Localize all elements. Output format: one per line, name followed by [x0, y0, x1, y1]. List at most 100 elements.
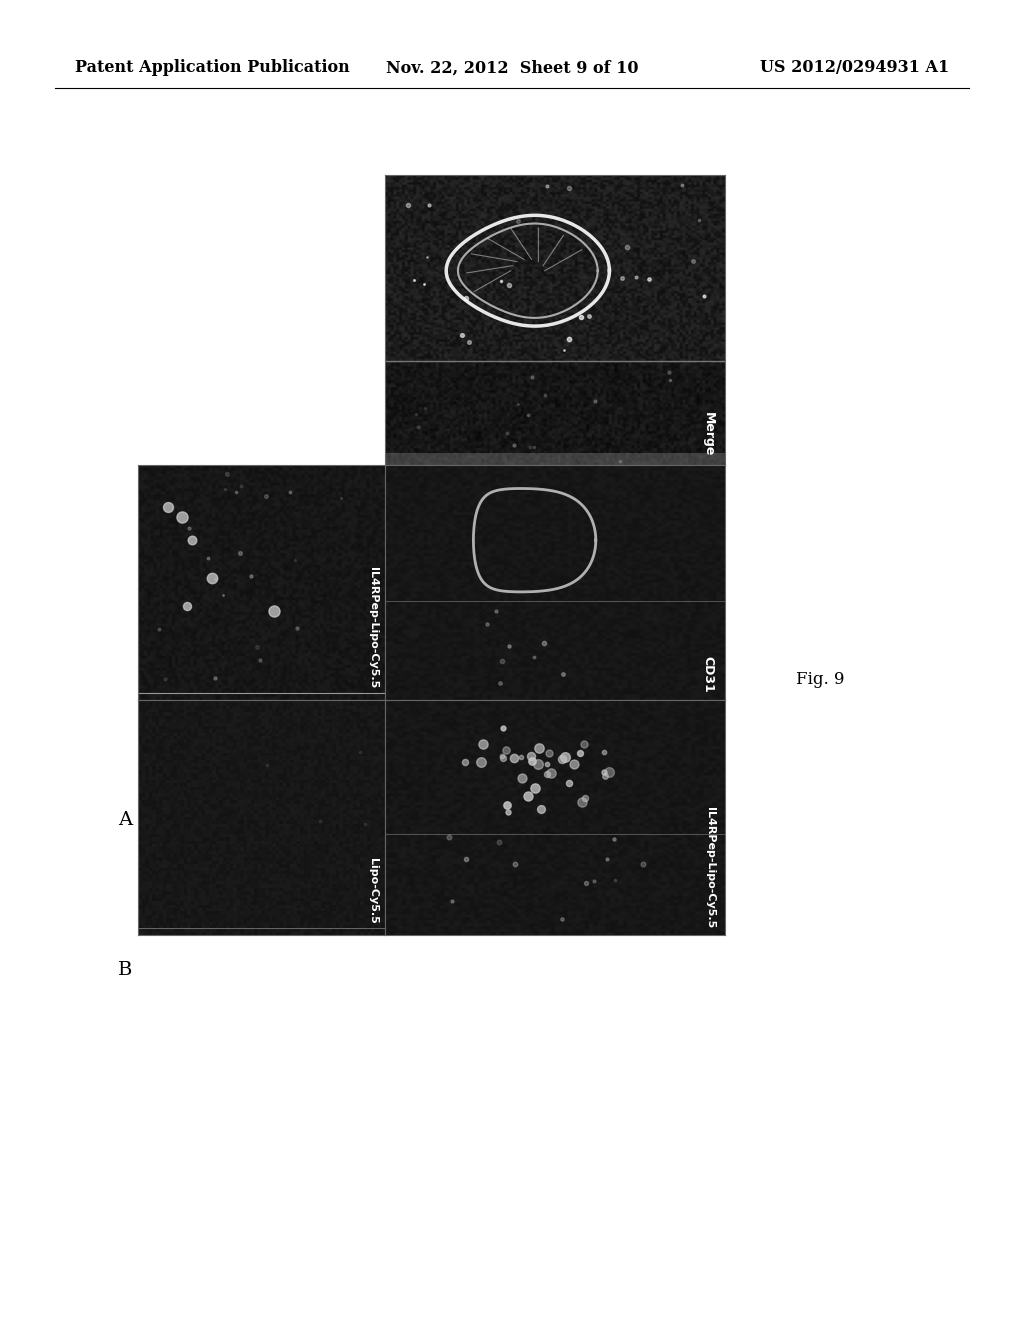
Point [574, 791, 591, 812]
Point [499, 422, 515, 444]
Text: Patent Application Publication: Patent Application Publication [75, 59, 350, 77]
Point [498, 739, 514, 760]
Point [151, 619, 167, 640]
Point [685, 251, 701, 272]
Point [200, 548, 216, 569]
Point [532, 799, 549, 820]
Point [530, 754, 547, 775]
Point [607, 870, 624, 891]
Point [227, 482, 244, 503]
Text: IL4RPep-Lipo-Cy5.5: IL4RPep-Lipo-Cy5.5 [705, 807, 715, 928]
Point [543, 762, 559, 783]
Point [458, 288, 474, 309]
Point [599, 849, 615, 870]
Point [536, 632, 552, 653]
Point [495, 718, 511, 739]
Point [400, 195, 417, 216]
Point [523, 750, 540, 771]
Point [618, 236, 635, 257]
Text: Lipo-Cy5.5: Lipo-Cy5.5 [368, 858, 378, 923]
Point [596, 762, 612, 783]
Point [282, 480, 298, 502]
Point [601, 762, 617, 783]
Point [457, 751, 473, 772]
Point [507, 853, 523, 874]
Point [488, 601, 505, 622]
Point [356, 813, 373, 834]
Point [500, 801, 516, 822]
Point [493, 271, 509, 292]
Point [231, 543, 248, 564]
Point [499, 795, 515, 816]
Point [490, 832, 507, 853]
Point [526, 777, 543, 799]
Point [440, 826, 457, 847]
Point [605, 829, 622, 850]
Point [554, 748, 570, 770]
Point [249, 636, 265, 657]
Point [475, 733, 492, 754]
Point [561, 329, 578, 350]
Point [586, 870, 602, 891]
Point [554, 909, 570, 931]
Point [219, 463, 236, 484]
Point [506, 434, 522, 455]
Point [494, 651, 510, 672]
Point [510, 210, 526, 231]
Point [243, 565, 259, 586]
Text: Merge: Merge [701, 412, 715, 457]
Point [207, 668, 223, 689]
Point [561, 772, 578, 793]
Point [539, 754, 555, 775]
Point [530, 737, 547, 758]
Point [352, 742, 369, 763]
Point [577, 734, 593, 755]
Point [252, 649, 268, 671]
Point [555, 663, 571, 684]
Point [571, 742, 588, 763]
Point [577, 787, 593, 808]
Point [674, 174, 690, 195]
Point [695, 285, 712, 306]
Bar [385, 453, 725, 465]
Point [410, 417, 426, 438]
Point [578, 873, 594, 894]
Text: IL4RPep-Lipo-Cy5.5: IL4RPep-Lipo-Cy5.5 [368, 568, 378, 688]
Point [629, 267, 645, 288]
Point [597, 766, 613, 787]
Point [525, 647, 542, 668]
Point [444, 890, 461, 911]
Point [492, 673, 508, 694]
Point [454, 325, 470, 346]
Text: B: B [118, 961, 132, 979]
Point [215, 585, 231, 606]
Point [556, 339, 572, 360]
Point [662, 370, 678, 391]
Point [406, 269, 422, 290]
Point [419, 247, 435, 268]
Point [494, 744, 510, 766]
Point [258, 486, 274, 507]
Text: CD31: CD31 [701, 656, 715, 693]
Point [514, 768, 530, 789]
Point [157, 668, 173, 689]
Point [523, 746, 540, 767]
Point [539, 176, 555, 197]
Point [614, 268, 631, 289]
Point [417, 397, 433, 418]
Point [160, 496, 176, 517]
Point [520, 785, 537, 807]
Point [596, 742, 612, 763]
Point [204, 568, 220, 589]
Point [523, 367, 540, 388]
Text: Fig. 9: Fig. 9 [796, 672, 844, 689]
Point [660, 362, 677, 383]
Point [289, 616, 305, 638]
Point [640, 268, 656, 289]
Point [473, 751, 489, 772]
Point [501, 275, 517, 296]
Point [420, 194, 436, 215]
Point [216, 478, 232, 499]
Point [501, 635, 517, 656]
Point [540, 764, 556, 785]
